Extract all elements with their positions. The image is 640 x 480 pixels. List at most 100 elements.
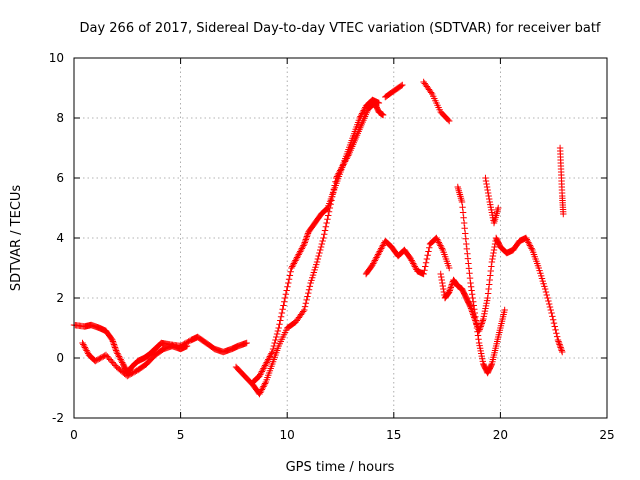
data-point bbox=[106, 356, 114, 363]
data-point bbox=[257, 389, 264, 396]
data-point bbox=[410, 261, 418, 269]
data-point bbox=[323, 219, 330, 227]
data-point bbox=[553, 333, 561, 340]
data-point bbox=[359, 108, 367, 116]
data-point bbox=[545, 297, 552, 305]
data-point bbox=[101, 352, 108, 359]
data-point bbox=[488, 258, 496, 266]
data-point bbox=[490, 246, 498, 254]
data-point bbox=[447, 284, 455, 291]
x-tick-label: 25 bbox=[599, 428, 614, 442]
data-point bbox=[558, 347, 565, 354]
data-point bbox=[486, 276, 493, 284]
data-point bbox=[434, 236, 441, 243]
data-point bbox=[560, 210, 567, 218]
data-point bbox=[372, 255, 379, 263]
data-point bbox=[525, 240, 533, 248]
data-point bbox=[96, 355, 103, 362]
data-point bbox=[471, 306, 478, 313]
data-point bbox=[322, 206, 330, 213]
data-point bbox=[448, 282, 455, 290]
data-point bbox=[408, 257, 415, 264]
data-point bbox=[257, 369, 265, 377]
data-point bbox=[375, 249, 383, 257]
data-point bbox=[479, 317, 487, 324]
data-point bbox=[526, 242, 534, 249]
data-point bbox=[471, 314, 478, 321]
data-point bbox=[489, 252, 497, 260]
x-tick-label: 5 bbox=[177, 428, 185, 442]
data-point bbox=[290, 260, 298, 267]
data-point bbox=[370, 258, 378, 266]
data-point bbox=[183, 342, 191, 350]
data-point bbox=[482, 177, 490, 185]
data-point bbox=[80, 342, 88, 350]
data-point bbox=[485, 192, 492, 200]
data-point bbox=[468, 287, 475, 294]
data-point bbox=[109, 336, 116, 344]
data-point bbox=[486, 195, 493, 203]
data-point bbox=[298, 245, 306, 252]
data-point bbox=[92, 357, 99, 365]
data-point bbox=[472, 317, 480, 324]
data-point bbox=[377, 246, 384, 254]
data-point bbox=[257, 387, 265, 395]
data-point bbox=[484, 186, 491, 194]
data-point bbox=[425, 248, 432, 255]
data-point bbox=[261, 381, 268, 389]
series-sat-c bbox=[232, 99, 387, 398]
data-point bbox=[422, 263, 429, 270]
data-point bbox=[260, 365, 267, 372]
data-point bbox=[317, 243, 325, 251]
data-point bbox=[321, 227, 329, 234]
data-point bbox=[185, 338, 192, 345]
data-point bbox=[556, 341, 563, 348]
data-point bbox=[318, 240, 326, 248]
data-point bbox=[465, 265, 473, 272]
data-point bbox=[374, 251, 382, 258]
data-point bbox=[117, 356, 124, 363]
data-point bbox=[278, 309, 286, 317]
data-point bbox=[459, 204, 466, 211]
series-sat-d bbox=[249, 96, 383, 386]
data-point bbox=[482, 174, 489, 182]
data-point bbox=[285, 279, 292, 287]
data-point bbox=[277, 313, 285, 320]
data-point bbox=[256, 390, 263, 398]
data-point bbox=[473, 324, 481, 332]
data-point bbox=[288, 264, 295, 272]
axis-tick-labels: 0 5 10 15 20 25 -2 0 2 4 6 8 10 bbox=[49, 51, 615, 442]
data-point bbox=[281, 298, 288, 305]
data-point bbox=[495, 204, 502, 212]
data-point bbox=[281, 294, 289, 302]
data-point bbox=[486, 281, 493, 288]
data-point bbox=[279, 306, 286, 313]
data-point bbox=[438, 245, 446, 252]
data-point bbox=[479, 318, 486, 326]
data-point bbox=[524, 237, 531, 245]
series-sat-h bbox=[437, 234, 566, 356]
data-point bbox=[407, 255, 415, 263]
data-point bbox=[113, 348, 120, 356]
data-point bbox=[444, 116, 452, 124]
data-point bbox=[79, 339, 86, 347]
data-point bbox=[356, 114, 363, 122]
data-point bbox=[124, 372, 131, 380]
data-point bbox=[554, 336, 562, 344]
data-point bbox=[446, 117, 453, 125]
data-point bbox=[268, 350, 275, 357]
data-point bbox=[527, 243, 534, 251]
data-point bbox=[321, 231, 328, 238]
data-point bbox=[438, 276, 445, 284]
data-point bbox=[84, 348, 91, 356]
data-point bbox=[110, 360, 118, 368]
data-point bbox=[302, 237, 309, 245]
data-point bbox=[130, 369, 138, 376]
data-point bbox=[98, 354, 106, 361]
data-point bbox=[437, 242, 444, 249]
data-point bbox=[315, 252, 322, 260]
x-tick-label: 20 bbox=[493, 428, 508, 442]
series-sat-j bbox=[482, 174, 502, 227]
data-point bbox=[379, 111, 387, 119]
data-point bbox=[299, 308, 307, 315]
